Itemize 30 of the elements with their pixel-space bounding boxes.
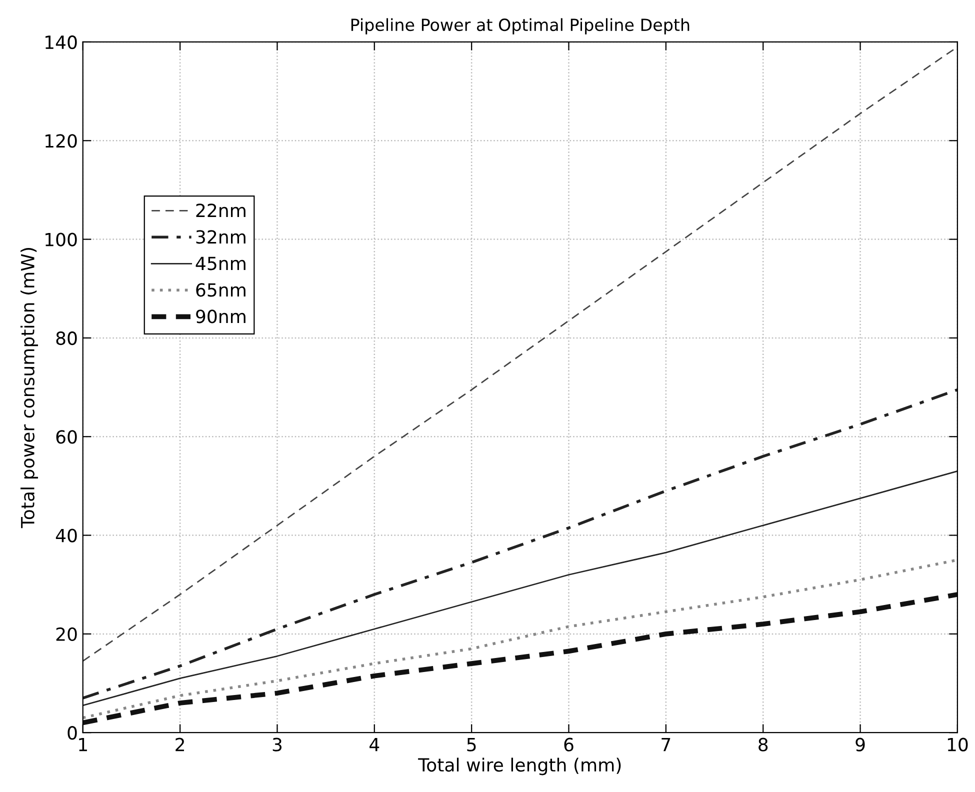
x-tick-label: 1	[79, 738, 87, 752]
chart-title: Pipeline Power at Optimal Pipeline Depth	[351, 18, 690, 34]
legend-label: 65nm	[196, 283, 246, 297]
y-tick-label: 80	[56, 331, 77, 346]
y-tick-label: 0	[68, 726, 77, 740]
line-series	[82, 592, 958, 726]
x-tick-label: 5	[467, 738, 476, 752]
legend-label: 32nm	[196, 230, 246, 244]
legend-label: 22nm	[196, 204, 246, 217]
y-tick-label: 100	[46, 232, 77, 246]
legend-label: 90nm	[196, 310, 246, 324]
x-tick-label: 8	[758, 738, 768, 752]
x-tick-label: 9	[856, 738, 865, 752]
y-tick-label: 140	[46, 35, 77, 50]
x-tick-label: 2	[176, 738, 184, 752]
y-tick-label: 60	[56, 430, 77, 444]
y-tick-label: 120	[46, 134, 77, 148]
y-tick-label: 40	[56, 528, 77, 542]
y-axis-title: Total power consumption (mW)	[20, 248, 38, 528]
x-tick-label: 7	[662, 738, 670, 752]
line-series	[82, 388, 958, 700]
line-series	[82, 558, 958, 720]
x-tick-label: 10	[948, 738, 968, 752]
line-series	[82, 470, 958, 706]
x-tick-label: 4	[370, 738, 380, 752]
y-tick-label: 20	[56, 627, 77, 642]
x-tick-label: 3	[272, 738, 282, 752]
legend-label: 45nm	[196, 256, 246, 270]
x-tick-label: 6	[564, 738, 574, 752]
x-axis-title: Total wire length (mm)	[418, 758, 621, 776]
